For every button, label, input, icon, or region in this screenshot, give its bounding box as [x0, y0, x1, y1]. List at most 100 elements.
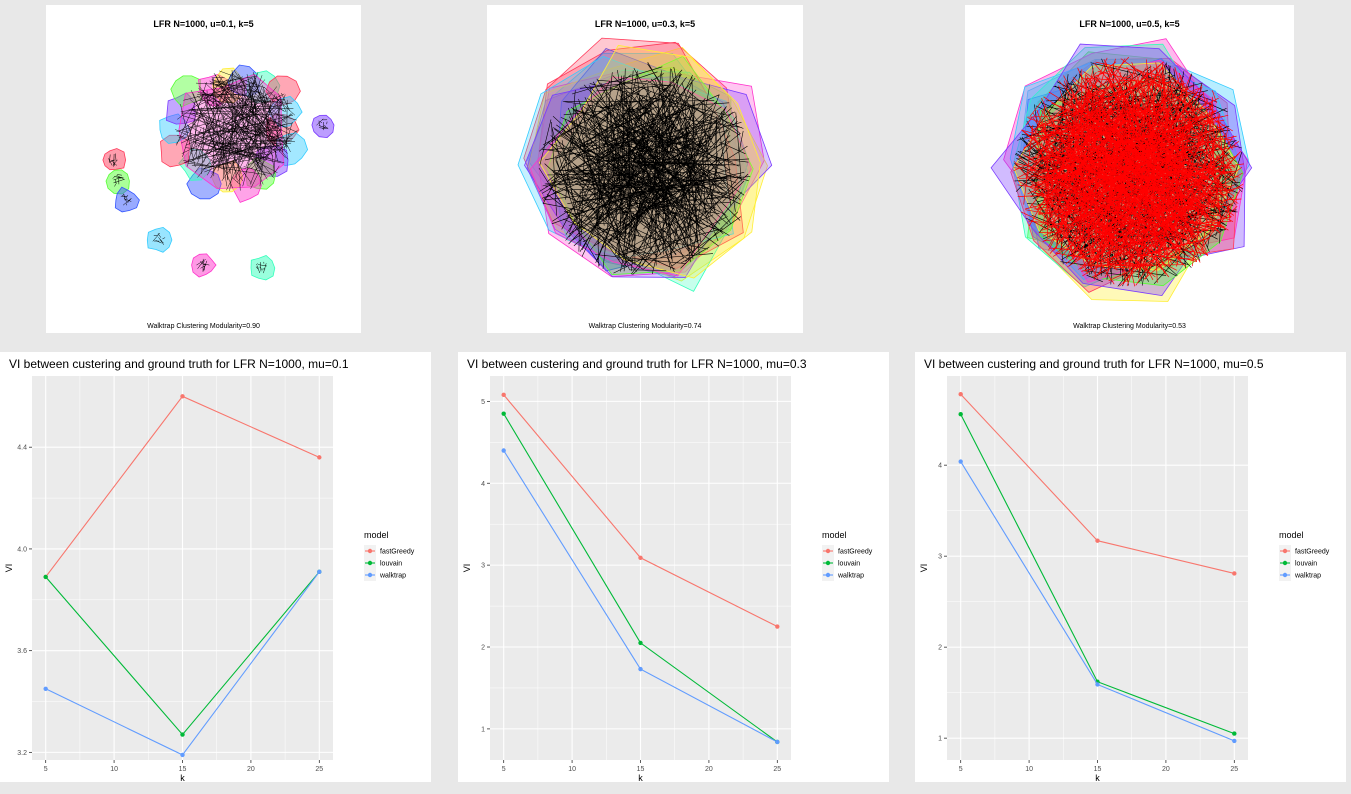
y-tick-label: 3.6 [17, 648, 27, 655]
legend-key-point [367, 572, 373, 578]
legend-key-point [825, 560, 831, 566]
vi-line-chart: 5 10 15 20 25 1 2 3 4 k VI model fastGreedy louvain wa… [919, 376, 1330, 782]
data-point-louvain [1232, 731, 1237, 736]
community-hull [170, 75, 203, 108]
x-tick-label: 20 [705, 766, 713, 773]
data-point-fastGreedy [1095, 538, 1100, 543]
legend-title: model [822, 530, 847, 540]
y-axis-label: VI [4, 564, 14, 573]
y-tick-label: 5 [481, 399, 485, 406]
y-tick-label: 3 [481, 563, 485, 570]
vi-chart-mu-0.1: VI between custering and ground truth fo… [0, 352, 431, 782]
community-hull [311, 114, 335, 139]
x-tick-label: 25 [1230, 766, 1238, 773]
x-tick-label: 20 [247, 766, 255, 773]
legend-key-point [825, 572, 831, 578]
y-tick-label: 2 [938, 645, 942, 652]
x-tick-label: 15 [179, 766, 187, 773]
legend-title: model [364, 530, 389, 540]
network-title: LFR N=1000, u=0.5, k=5 [1079, 19, 1180, 29]
data-point-fastGreedy [317, 455, 322, 460]
y-tick-label: 3 [938, 554, 942, 561]
community-hull [102, 148, 127, 171]
y-tick-label: 1 [481, 726, 485, 733]
network-plot-mu-0.1: LFR N=1000, u=0.1, k=5 Walktrap Clusteri… [46, 5, 361, 333]
data-point-louvain [180, 732, 185, 737]
chart-title: VI between custering and ground truth fo… [924, 357, 1264, 371]
network-graph [102, 64, 335, 281]
data-point-fastGreedy [638, 555, 643, 560]
community-hull [159, 113, 191, 144]
network-edges [316, 118, 329, 131]
legend-label-walktrap: walktrap [837, 573, 864, 580]
data-point-walktrap [501, 448, 506, 453]
y-tick-label: 2 [481, 645, 485, 652]
network-edges [1013, 56, 1245, 287]
modularity-caption: Walktrap Clustering Modularity=0.53 [1073, 323, 1186, 330]
network-edges [108, 153, 118, 167]
network-edges [255, 261, 267, 274]
legend-title: model [1279, 530, 1304, 540]
community-hull [146, 226, 173, 253]
data-point-louvain [43, 574, 48, 580]
x-tick-label: 5 [502, 766, 506, 773]
network-plot-mu-0.5: LFR N=1000, u=0.5, k=5 Walktrap Clusteri… [965, 5, 1294, 333]
data-point-louvain [638, 640, 643, 646]
network-edges [152, 232, 166, 245]
legend-label-walktrap: walktrap [379, 573, 406, 580]
data-point-walktrap [317, 569, 322, 575]
data-point-fastGreedy [501, 392, 506, 398]
community-hull [165, 92, 196, 125]
x-tick-label: 10 [110, 766, 118, 773]
data-point-louvain [501, 411, 506, 416]
data-point-walktrap [775, 739, 780, 745]
y-tick-label: 4 [481, 481, 485, 488]
data-point-fastGreedy [958, 391, 963, 397]
network-edges [175, 69, 298, 191]
community-hull [114, 186, 140, 213]
modularity-caption: Walktrap Clustering Modularity=0.90 [147, 323, 260, 330]
data-point-walktrap [180, 752, 185, 758]
x-tick-label: 15 [1094, 766, 1102, 773]
network-graph [990, 38, 1253, 302]
legend-key-point [825, 548, 831, 554]
chart-title: VI between custering and ground truth fo… [9, 357, 349, 371]
x-tick-label: 10 [1025, 766, 1033, 773]
legend-key-point [1282, 560, 1288, 566]
community-hull [250, 255, 276, 281]
legend-label-louvain: louvain [838, 561, 860, 568]
vi-chart-mu-0.5: VI between custering and ground truth fo… [915, 352, 1346, 782]
community-hull [186, 167, 222, 200]
legend-label-louvain: louvain [380, 561, 402, 568]
legend-key-point [367, 560, 373, 566]
x-tick-label: 5 [959, 766, 963, 773]
vi-chart-mu-0.3: VI between custering and ground truth fo… [458, 352, 889, 782]
x-tick-label: 20 [1162, 766, 1170, 773]
network-edges [538, 61, 751, 276]
data-point-fastGreedy [180, 394, 185, 399]
y-axis-label: VI [462, 564, 472, 573]
community-hull [230, 167, 262, 203]
legend-label-walktrap: walktrap [1294, 573, 1321, 580]
legend-label-fastGreedy: fastGreedy [1295, 549, 1330, 556]
data-point-walktrap [958, 459, 963, 464]
network-graph [517, 37, 773, 292]
y-tick-label: 1 [938, 736, 942, 743]
legend-key-point [367, 548, 373, 554]
network-plot-mu-0.3: LFR N=1000, u=0.3, k=5 Walktrap Clusteri… [487, 5, 803, 333]
x-axis-label: k [1095, 773, 1100, 782]
legend-label-fastGreedy: fastGreedy [380, 549, 415, 556]
legend-label-louvain: louvain [1295, 561, 1317, 568]
x-tick-label: 25 [773, 766, 781, 773]
data-point-fastGreedy [775, 624, 780, 629]
y-tick-label: 4 [938, 463, 942, 470]
x-tick-label: 10 [568, 766, 576, 773]
data-point-walktrap [1232, 738, 1237, 744]
legend-key-point [1282, 548, 1288, 554]
x-axis-label: k [638, 773, 643, 782]
data-point-walktrap [638, 666, 643, 672]
y-tick-label: 3.2 [17, 750, 27, 757]
y-axis-label: VI [919, 564, 929, 573]
community-hull [191, 253, 217, 278]
data-point-walktrap [43, 686, 48, 691]
